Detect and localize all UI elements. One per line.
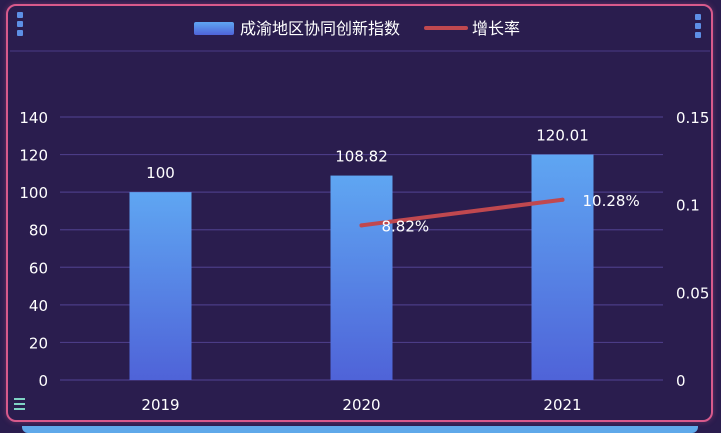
drag-handle-right[interactable] [695,14,701,41]
bar[interactable] [531,154,594,380]
growth-rate-point[interactable] [560,197,565,202]
growth-rate-label: 10.28% [583,192,640,210]
y-right-tick-label: 0.05 [676,284,709,302]
x-tick-label: 2019 [141,396,179,414]
bar[interactable] [129,192,192,380]
y-left-tick-label: 100 [19,184,48,202]
bar-value-label: 100 [146,164,175,182]
y-right-tick-label: 0 [676,372,686,390]
y-right-tick-label: 0.15 [676,109,709,127]
growth-rate-line[interactable] [359,197,565,228]
panel-bottom-strip [22,426,698,433]
legend-label-line[interactable]: 增长率 [472,19,520,38]
legend-swatch-bar[interactable] [194,22,234,35]
y-right-tick-label: 0.1 [676,197,700,215]
legend: 成渝地区协同创新指数 增长率 [194,19,520,38]
growth-rate-point[interactable] [359,223,364,228]
y-left-tick-label: 20 [29,334,48,352]
y-left-tick-label: 0 [38,372,48,390]
bar-value-label: 120.01 [536,127,589,145]
y-left-tick-label: 60 [29,259,48,277]
y-left-tick-label: 120 [19,147,48,165]
x-tick-label: 2020 [342,396,380,414]
drag-handle-left[interactable] [17,12,23,39]
bar-value-label: 108.82 [335,148,388,166]
y-left-tick-label: 140 [19,109,48,127]
growth-rate-label: 8.82% [382,217,430,235]
x-tick-label: 2021 [543,396,581,414]
y-left-tick-label: 40 [29,297,48,315]
menu-icon[interactable] [14,398,25,413]
legend-label-bar[interactable]: 成渝地区协同创新指数 [240,19,400,38]
y-left-tick-label: 80 [29,222,48,240]
bar[interactable] [330,175,393,380]
